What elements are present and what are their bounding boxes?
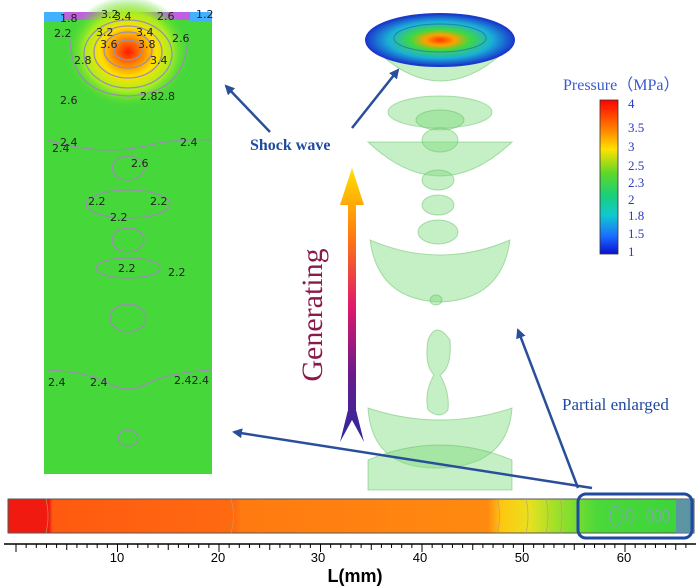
callout-arrows bbox=[224, 68, 593, 490]
arrow-shock-wave-left bbox=[224, 84, 271, 133]
contour-label: 3.8 bbox=[138, 38, 156, 51]
contour-label: 2.4 bbox=[180, 136, 198, 149]
contour-label: 3.4 bbox=[136, 26, 154, 39]
contour-label: 2.6 bbox=[172, 32, 190, 45]
isosurface-shell bbox=[366, 141, 514, 177]
field-top-right-edge bbox=[190, 12, 212, 22]
colorbar-title: Pressure（MPa） bbox=[563, 76, 679, 94]
colorbar-ticks: 4 3.5 3 2.5 2.3 2 1.8 1.5 1 bbox=[628, 96, 644, 259]
contour-lines bbox=[47, 19, 213, 447]
length-axis: 10 20 30 40 50 60 L(mm) bbox=[4, 543, 696, 586]
isosurface-shell bbox=[415, 109, 465, 131]
arrow-shock-wave-right bbox=[351, 68, 400, 129]
colorbar-tick: 1.8 bbox=[628, 208, 644, 223]
contour-label: 2.2 bbox=[168, 266, 186, 279]
contour-label: 2.2 bbox=[150, 195, 168, 208]
generating-label: Generating bbox=[296, 248, 329, 381]
field-top-left-edge bbox=[44, 12, 64, 22]
contour-label: 3.4 bbox=[114, 10, 132, 23]
isosurface-shell bbox=[387, 95, 493, 129]
axis-tick-label: 40 bbox=[413, 550, 427, 565]
contour-label: 1.2 bbox=[196, 8, 214, 21]
contour-label: 3.6 bbox=[100, 38, 118, 51]
isosurface-shell bbox=[421, 194, 455, 216]
axis-tick-label: 60 bbox=[617, 550, 631, 565]
shock-wave-label: Shock wave bbox=[250, 137, 330, 154]
isosurface-shell bbox=[426, 329, 451, 416]
arrow-to-contour bbox=[232, 428, 593, 490]
strip-body bbox=[7, 498, 695, 534]
contour-labels-mid: 2.4 2.4 2.4 2.6 2.2 2.2 2.2 2.2 2.2 bbox=[52, 136, 198, 279]
contour-label: 3.4 bbox=[150, 54, 168, 67]
isosurface-shell bbox=[421, 169, 455, 191]
contour-label: 2.6 bbox=[60, 94, 78, 107]
contour-label: 1.8 bbox=[60, 12, 78, 25]
colorbar-tick: 3 bbox=[628, 139, 635, 154]
contour-label: 2.4 bbox=[52, 142, 70, 155]
contour-label: 2.6 bbox=[131, 157, 149, 170]
colorbar-tick: 2.5 bbox=[628, 158, 644, 173]
contour-label: 2.42.4 bbox=[174, 374, 209, 387]
colorbar-tick: 1.5 bbox=[628, 226, 644, 241]
colorbar-tick: 2.3 bbox=[628, 175, 644, 190]
axis-tick-label: 20 bbox=[211, 550, 225, 565]
contour-label: 2.2 bbox=[88, 195, 106, 208]
colorbar bbox=[599, 99, 619, 255]
pressure-strip bbox=[7, 492, 695, 540]
contour-label: 2.4 bbox=[48, 376, 66, 389]
isosurface-view bbox=[365, 13, 516, 491]
axis-tick-label: 30 bbox=[311, 550, 325, 565]
isosurface-shell bbox=[421, 127, 459, 153]
contour-label: 2.4 bbox=[60, 136, 78, 149]
isosurface-shell bbox=[429, 294, 443, 306]
isosurface-shell bbox=[367, 444, 513, 491]
contour-label: 3.2 bbox=[96, 26, 114, 39]
contour-labels-top: 1.8 3.2 3.4 2.6 1.2 2.2 3.2 3.4 2.6 3.6 … bbox=[54, 8, 214, 107]
contour-labels-bottom: 2.4 2.4 2.42.4 bbox=[48, 374, 209, 389]
shock-wave-disc bbox=[365, 13, 515, 67]
isosurface-shell bbox=[417, 219, 459, 245]
contour-label: 2.4 bbox=[90, 376, 108, 389]
pressure-hotspot bbox=[66, 0, 190, 108]
contour-label: 2.6 bbox=[157, 10, 175, 23]
enlarged-region-frame bbox=[576, 492, 694, 540]
contour-label: 2.8 bbox=[74, 54, 92, 67]
colorbar-tick: 3.5 bbox=[628, 120, 644, 135]
contour-label: 2.2 bbox=[54, 27, 72, 40]
arrow-to-isosurface bbox=[516, 328, 580, 489]
contour-label: 2.82.8 bbox=[140, 90, 175, 103]
generating-arrow bbox=[340, 168, 364, 442]
colorbar-tick: 2 bbox=[628, 192, 635, 207]
axis-tick-label: 50 bbox=[515, 550, 529, 565]
partial-enlarged-label: Partial enlarged bbox=[562, 395, 669, 414]
contour-label: 2.2 bbox=[110, 211, 128, 224]
contour-label: 3.2 bbox=[101, 8, 119, 21]
shock-wave-ring bbox=[393, 23, 487, 53]
contour-label: 2.2 bbox=[118, 262, 136, 275]
isosurface-shell bbox=[369, 239, 511, 303]
axis-label: L(mm) bbox=[328, 566, 383, 586]
colorbar-tick: 1 bbox=[628, 244, 635, 259]
axis-tick-label: 10 bbox=[110, 550, 124, 565]
contour-panel: 1.8 3.2 3.4 2.6 1.2 2.2 3.2 3.4 2.6 3.6 … bbox=[44, 0, 214, 474]
colorbar-tick: 4 bbox=[628, 96, 635, 111]
